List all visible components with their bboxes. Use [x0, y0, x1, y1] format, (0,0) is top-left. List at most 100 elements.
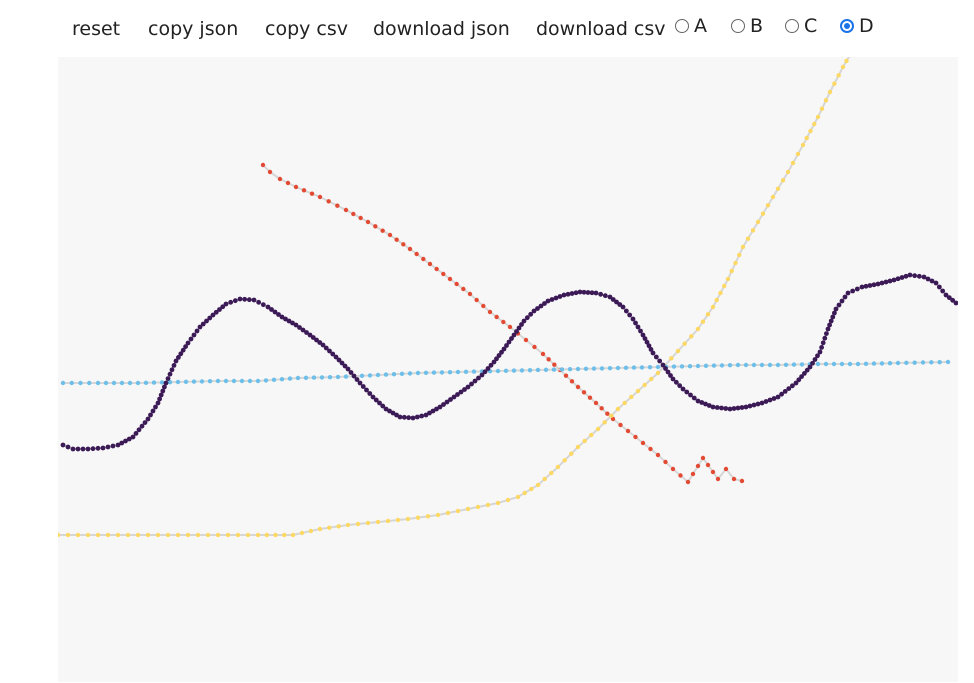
series-4-point: [602, 293, 608, 299]
series-1: [260, 162, 745, 485]
series-2-point: [812, 121, 817, 127]
series-4-point: [180, 347, 186, 353]
series-2-point: [785, 169, 791, 175]
series-2-point: [165, 532, 171, 538]
series-2-point: [215, 532, 221, 538]
series-3-point: [159, 380, 165, 385]
series-4-point: [936, 284, 942, 290]
series-4-point: [465, 384, 471, 390]
series-1-point: [700, 455, 706, 461]
series-3-point: [111, 380, 117, 386]
series-2-point: [689, 334, 694, 339]
series-4-point: [640, 332, 646, 338]
line-chart[interactable]: [58, 57, 958, 682]
plot-background: [58, 57, 958, 682]
series-3-point: [167, 380, 173, 385]
series-4-point: [145, 416, 151, 422]
series-1-point: [285, 180, 291, 186]
series-4-point: [739, 405, 745, 410]
series-2-point: [722, 283, 727, 289]
radio-b-circle[interactable]: [731, 19, 745, 33]
series-3-point: [831, 361, 837, 367]
series-4-point: [95, 445, 101, 451]
series-4-point: [684, 389, 690, 395]
series-3-point: [799, 362, 805, 367]
series-4-point: [763, 399, 769, 404]
series-4-point: [320, 342, 326, 348]
radio-d[interactable]: D: [840, 12, 874, 40]
series-4-point: [373, 397, 379, 403]
series-2-point: [75, 532, 81, 538]
series-4-point: [569, 291, 575, 296]
radio-a[interactable]: A: [675, 12, 707, 40]
series-4-point: [188, 336, 194, 342]
series-1-point: [670, 466, 676, 472]
series-3-point: [495, 368, 501, 374]
series-4-point: [950, 297, 956, 303]
radio-b[interactable]: B: [731, 12, 763, 40]
series-4-point: [501, 346, 507, 352]
series-3-point: [559, 367, 565, 372]
series-4-point: [100, 445, 106, 451]
series-1-point: [633, 434, 638, 440]
download-csv-button[interactable]: download csv: [536, 14, 666, 44]
series-2-point: [255, 532, 261, 538]
series-4-point: [367, 391, 373, 396]
copy-csv-button[interactable]: copy csv: [265, 14, 348, 44]
series-4-point: [565, 291, 571, 297]
series-4-point: [110, 443, 116, 449]
series-1-point: [552, 362, 557, 367]
copy-json-button[interactable]: copy json: [148, 14, 238, 44]
series-2-point: [695, 326, 701, 332]
series-4-point: [581, 289, 587, 295]
series-3-point: [319, 375, 325, 380]
series-4-point: [279, 314, 285, 320]
series-3-point: [879, 361, 885, 366]
download-json-button[interactable]: download json: [373, 14, 510, 44]
series-3-point: [575, 366, 581, 372]
series-4-point: [506, 339, 512, 345]
series-4-point: [714, 405, 720, 410]
series-4-point: [830, 314, 836, 320]
series-4-point: [220, 304, 226, 310]
series-2-point: [135, 532, 141, 538]
series-4-point: [817, 349, 823, 355]
series-2-point: [155, 532, 161, 538]
radio-a-circle[interactable]: [675, 19, 689, 33]
radio-c-circle[interactable]: [785, 19, 799, 33]
series-4-point: [807, 364, 813, 370]
series-2-point: [336, 524, 341, 529]
series-2-point: [635, 388, 641, 394]
series-1-point: [685, 479, 691, 485]
series-4-point: [796, 377, 802, 383]
series-2-point: [395, 517, 401, 523]
series-3-point: [743, 362, 749, 368]
series-4-point: [670, 376, 676, 382]
plot-area[interactable]: [58, 57, 958, 682]
series-4-point: [310, 335, 316, 340]
series-3-point: [815, 361, 821, 367]
series-1-point: [407, 246, 413, 252]
reset-button[interactable]: reset: [72, 14, 120, 44]
radio-c[interactable]: C: [785, 12, 817, 40]
series-4-point: [437, 404, 443, 410]
series-4-point: [633, 320, 638, 326]
series-4-point: [793, 380, 799, 386]
series-1-point: [481, 303, 486, 309]
series-3-point: [920, 360, 926, 365]
series-4-point: [617, 302, 623, 307]
series-3-point: [239, 378, 245, 384]
series-4-point: [330, 351, 336, 357]
series-4-point: [775, 394, 781, 400]
series-1-point: [705, 462, 711, 468]
series-4-point: [351, 373, 357, 379]
series-3: [60, 359, 951, 386]
series-4-point: [455, 392, 460, 397]
series-4-point: [916, 273, 922, 279]
series-4-point: [423, 412, 429, 418]
series-4-point: [771, 396, 777, 401]
series-4-point: [469, 381, 474, 387]
series-2-point: [669, 356, 674, 361]
series-4-point: [929, 278, 935, 284]
radio-d-circle[interactable]: [840, 19, 854, 33]
